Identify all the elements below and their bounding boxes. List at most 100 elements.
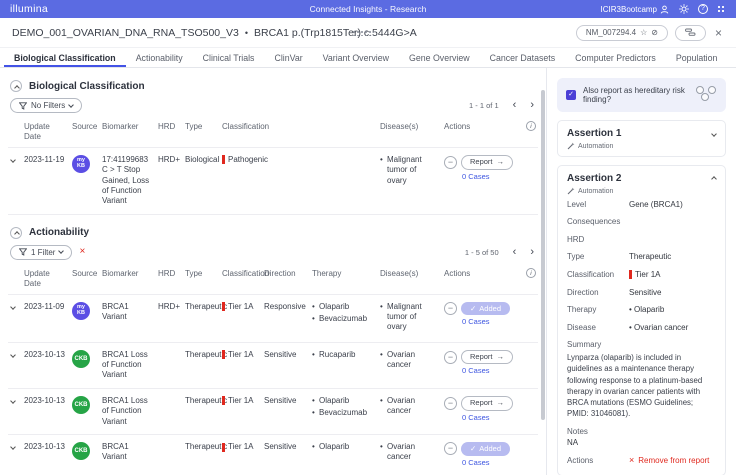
col-diseases: Disease(s) (380, 268, 419, 278)
info-icon[interactable]: i (526, 267, 536, 278)
tab-variant-overview[interactable]: Variant Overview (322, 52, 389, 63)
tab-actionability[interactable]: Actionability (135, 52, 183, 63)
username-label: ICIR3Bootcamp (600, 4, 657, 14)
added-button[interactable]: ✓ Added (461, 301, 510, 316)
cell-biomarker: BRCA1 Loss of Function Variant (102, 395, 148, 426)
collapse-biological-icon[interactable] (10, 80, 22, 92)
pagination-label: 1 - 5 of 50 (464, 247, 499, 257)
cases-link[interactable]: 0 Cases (462, 412, 490, 422)
expand-row-icon[interactable] (8, 442, 24, 452)
user-menu[interactable]: ICIR3Bootcamp (601, 5, 669, 14)
tab-cancer-datasets[interactable]: Cancer Datasets (489, 52, 556, 63)
tab-clinvar[interactable]: ClinVar (274, 52, 303, 63)
cell-type: Therapeutic (185, 442, 228, 452)
settings-gear-icon[interactable] (678, 4, 689, 15)
tab-computer-predictors[interactable]: Computer Predictors (575, 52, 656, 63)
variant-toolbar: DEMO_001_OVARIAN_DNA_RNA_TSO500_V3 • BRC… (0, 18, 736, 48)
expand-row-icon[interactable] (8, 350, 24, 360)
cases-link[interactable]: 0 Cases (462, 366, 490, 376)
clear-filter-icon[interactable]: × (79, 246, 86, 258)
remove-from-report-link[interactable]: × Remove from report (629, 454, 710, 465)
field-label-type: Type (567, 252, 585, 261)
arrow-right-icon: → (496, 352, 505, 362)
cell-direction: Sensitive (264, 442, 297, 452)
scrollbar-track[interactable] (541, 72, 545, 471)
field-value-direction: Sensitive (629, 287, 662, 297)
next-page-icon[interactable]: › (530, 99, 534, 111)
table-row: 2023-10-13 CKB BRCA1 Loss of Function Va… (8, 387, 538, 434)
info-icon[interactable]: i (526, 121, 536, 131)
field-value-consequences (629, 217, 716, 226)
dismiss-icon[interactable]: − (444, 396, 457, 410)
col-hrd: HRD (158, 268, 176, 278)
hereditary-risk-box: ✓ Also report as hereditary risk finding… (557, 78, 726, 112)
added-button[interactable]: ✓ Added (461, 442, 510, 456)
case-name: DEMO_001_OVARIAN_DNA_RNA_TSO500_V3 (12, 26, 239, 39)
tier-bar (222, 350, 225, 360)
report-button[interactable]: Report → (461, 349, 514, 365)
collapse-actionability-icon[interactable] (10, 226, 22, 239)
expand-row-icon[interactable] (8, 302, 24, 312)
field-value-notes: NA (567, 438, 579, 448)
drag-handle[interactable] (352, 30, 374, 36)
close-icon[interactable]: × (714, 25, 722, 40)
prev-page-icon[interactable]: ‹ (512, 245, 517, 258)
tab-clinical-trials[interactable]: Clinical Trials (202, 52, 255, 63)
cell-type: Biological (185, 154, 220, 164)
tab-biological-classification[interactable]: Biological Classification (4, 48, 126, 67)
field-value-classification: Tier 1A (629, 270, 716, 279)
assertion-2-header[interactable]: Assertion 2 (567, 173, 717, 184)
cases-link[interactable]: 0 Cases (462, 171, 490, 181)
chevron-down-icon (711, 130, 717, 137)
field-value-level: Gene (BRCA1) (629, 199, 683, 209)
hereditary-checkbox[interactable]: ✓ (566, 90, 576, 100)
tab-gene-overview[interactable]: Gene Overview (409, 52, 470, 63)
dismiss-icon[interactable]: − (444, 301, 457, 315)
cell-therapy: OlaparibBevacizumab (312, 302, 374, 325)
source-badge-ckb: CKB (72, 395, 90, 414)
col-type: Type (185, 122, 203, 131)
col-classification: Classification (222, 268, 270, 278)
dismiss-icon[interactable]: − (444, 155, 457, 169)
assertion-1-header[interactable]: Assertion 1 (567, 128, 717, 139)
assertion-summary-text: Lynparza (olaparib) is included in guide… (567, 353, 703, 419)
report-button[interactable]: Report → (461, 154, 514, 170)
variant-name: BRCA1 p.(Trp1815Ter) c.5444G>A (253, 26, 417, 39)
funnel-icon (19, 248, 27, 256)
tier-bar (629, 270, 632, 279)
expand-row-icon[interactable] (8, 396, 24, 406)
biological-filter-button[interactable]: No Filters (10, 98, 83, 113)
expand-row-icon[interactable] (8, 155, 24, 165)
cases-link[interactable]: 0 Cases (462, 317, 490, 327)
star-icon[interactable]: ☆ (640, 28, 648, 37)
actionability-filter-button[interactable]: 1 Filter (10, 244, 73, 260)
cell-diseases: Malignant tumor of ovary (380, 155, 438, 186)
scrollbar-thumb[interactable] (541, 90, 545, 420)
assertion-2-card: Assertion 2 Automation Level Gene (BRCA1)… (557, 165, 726, 475)
cell-diseases: Ovarian cancer (380, 350, 438, 371)
genome-browser-pill[interactable] (674, 24, 706, 41)
apps-grid-icon[interactable] (717, 4, 726, 14)
cases-link[interactable]: 0 Cases (462, 457, 490, 467)
prev-page-icon[interactable]: ‹ (512, 99, 517, 111)
tab-population[interactable]: Population (675, 52, 718, 63)
dismiss-icon[interactable]: − (444, 442, 457, 456)
transcript-pill[interactable]: NM_007294.4 ☆ ⊘ (575, 24, 668, 41)
automation-label: Automation (578, 142, 614, 150)
field-label-summary: Summary (567, 340, 602, 349)
linked-assertions-icon[interactable] (695, 86, 717, 104)
report-button[interactable]: Report → (461, 395, 514, 411)
cell-biomarker: BRCA1 Variant (102, 301, 129, 321)
flag-circle-icon[interactable]: ⊘ (651, 28, 658, 37)
help-icon[interactable]: ? (698, 4, 708, 14)
cell-diseases: Ovarian cancer (380, 396, 438, 417)
filter-label: No Filters (31, 101, 66, 110)
funnel-icon (19, 101, 27, 110)
cell-update-date: 2023-10-13 (24, 395, 65, 405)
col-therapy: Therapy (312, 268, 342, 278)
cell-direction: Responsive (264, 301, 306, 311)
dismiss-icon[interactable]: − (444, 350, 457, 364)
next-page-icon[interactable]: › (530, 245, 534, 258)
arrow-right-icon: → (496, 157, 505, 167)
assertion-title: Assertion 1 (567, 128, 622, 139)
